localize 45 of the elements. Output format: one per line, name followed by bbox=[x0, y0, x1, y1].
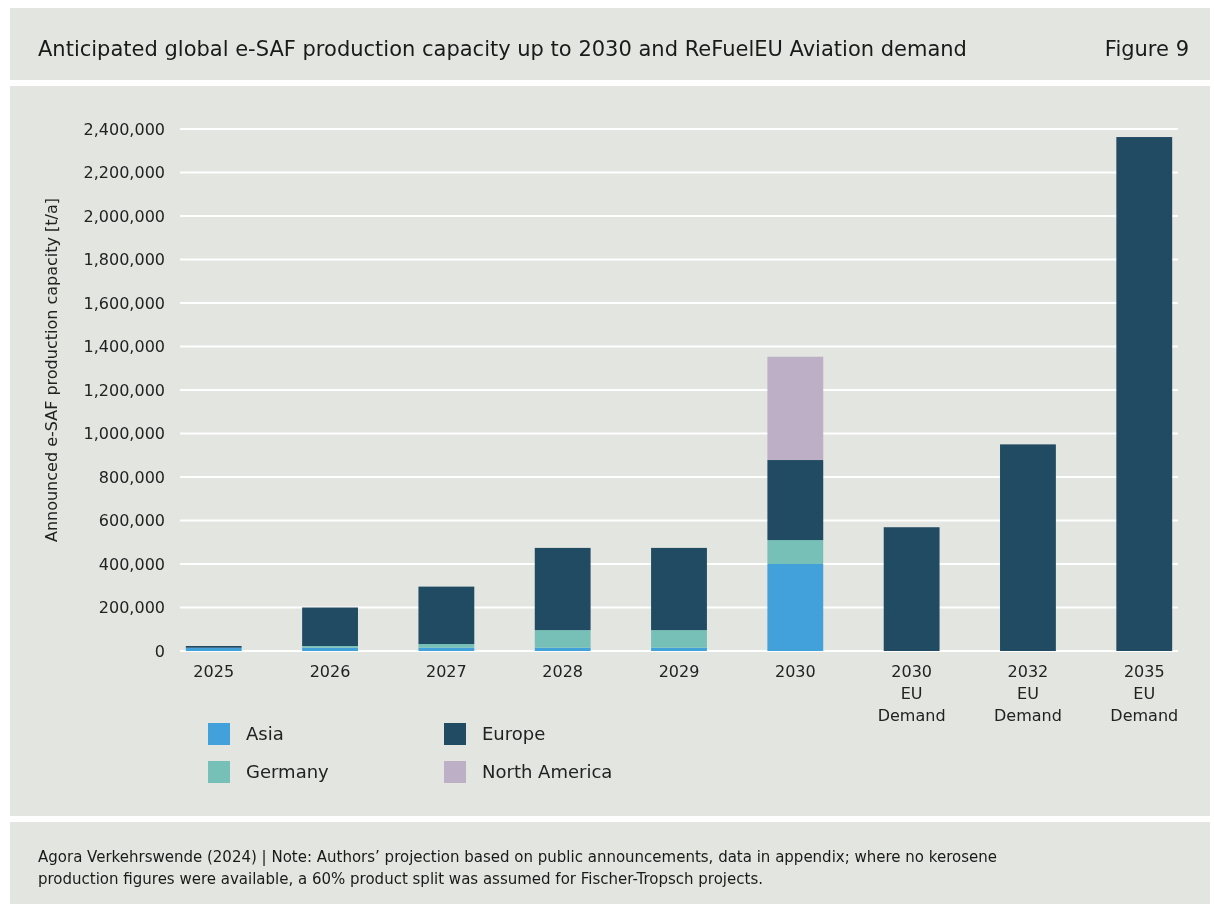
x-tick-label: 2035 EU Demand bbox=[1110, 662, 1179, 725]
caption: Figure 9 bbox=[1104, 37, 1189, 61]
x-tick-label: 2030 EU Demand bbox=[877, 662, 946, 725]
y-tick-label: 0 bbox=[154, 641, 165, 661]
y-axis-title: Announced e-SAF production capacity [t/a] bbox=[42, 197, 61, 543]
bar bbox=[767, 564, 824, 651]
y-tick-label: 600,000 bbox=[98, 511, 165, 531]
legend-label: Europe bbox=[482, 723, 546, 745]
y-tick-label: 1,800,000 bbox=[83, 250, 165, 270]
y-tick-label: 2,000,000 bbox=[83, 206, 165, 226]
y-tick-label: 1,600,000 bbox=[83, 293, 165, 313]
y-tick-label: 800,000 bbox=[98, 467, 165, 487]
x-tick-label: 2028 bbox=[542, 662, 584, 681]
bar bbox=[534, 630, 591, 648]
x-tick-label: 2026 bbox=[309, 662, 351, 681]
bar bbox=[883, 527, 940, 651]
bar bbox=[534, 547, 591, 631]
x-tick-label: 2027 bbox=[426, 662, 467, 681]
y-tick-label: 400,000 bbox=[98, 554, 165, 574]
bar bbox=[767, 540, 824, 564]
bar bbox=[651, 647, 707, 651]
text: Agora Verkehrswende (2024) | Note: Authors’ projection based on public announcements, data in appendix; where no kerosene production figures were available, a 60% product split was assumed for Fischer-Tropsch projects. bbox=[38, 848, 997, 888]
chart-title: Anticipated global e-SAF production capacity up to 2030 and ReFuelEU Aviation demand bbox=[38, 37, 967, 61]
bar bbox=[651, 630, 707, 648]
y-tick-label: 2,400,000 bbox=[83, 119, 165, 139]
bar bbox=[651, 547, 707, 631]
y-tick-label: 1,200,000 bbox=[83, 380, 165, 400]
y-tick-label: 200,000 bbox=[98, 598, 165, 618]
bar bbox=[534, 647, 591, 651]
y-tick-label: 1,000,000 bbox=[83, 424, 165, 444]
bar bbox=[1000, 444, 1056, 651]
x-tick-label: 2025 bbox=[193, 662, 235, 681]
legend-label: Asia bbox=[246, 723, 284, 745]
legend-label: Germany bbox=[246, 761, 330, 783]
x-tick-label: 2030 bbox=[774, 662, 816, 681]
bar bbox=[302, 607, 358, 646]
x-tick-label: 2029 bbox=[658, 662, 700, 681]
bar bbox=[767, 356, 824, 461]
legend-label: North America bbox=[482, 761, 613, 783]
bar bbox=[418, 586, 475, 645]
y-tick-label: 1,400,000 bbox=[83, 337, 165, 357]
y-tick-label: 2,200,000 bbox=[83, 163, 165, 183]
bar bbox=[1116, 137, 1173, 651]
x-tick-label: 2032 EU Demand bbox=[994, 662, 1062, 725]
bar bbox=[767, 460, 824, 541]
